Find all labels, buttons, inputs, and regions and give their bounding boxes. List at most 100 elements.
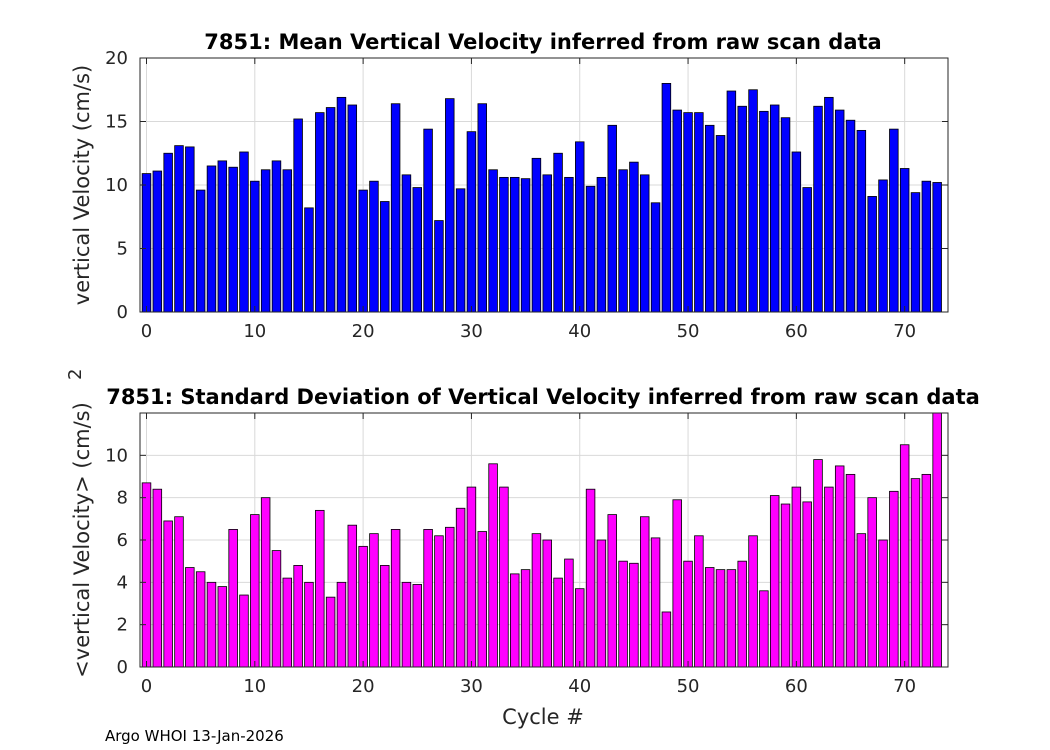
mean-bar-16 — [315, 112, 325, 313]
std-bar-52 — [704, 567, 715, 668]
mean-ytick-label-4: 20 — [105, 48, 128, 69]
mean-bar-63 — [824, 96, 834, 313]
mean-bar-12 — [271, 160, 282, 313]
mean-xtick-label-2: 20 — [352, 321, 375, 342]
mean-bar-45 — [629, 161, 639, 313]
std-bar-27 — [434, 535, 444, 668]
mean-bar-40 — [575, 141, 585, 313]
std-bar-63 — [824, 486, 834, 668]
std-bar-46 — [640, 516, 650, 668]
mean-chart-ylabel: vertical Velocity (cm/s) — [70, 65, 94, 305]
std-chart-ylabel-superscript: 2 — [65, 369, 86, 380]
mean-bar-32 — [488, 169, 498, 313]
std-bar-44 — [618, 560, 628, 668]
mean-bar-43 — [607, 124, 617, 313]
mean-bar-62 — [813, 105, 823, 313]
std-bar-10 — [250, 514, 260, 668]
std-bar-24 — [401, 581, 412, 668]
mean-bar-15 — [304, 207, 314, 313]
mean-bar-1 — [152, 170, 163, 313]
std-bar-32 — [488, 463, 498, 668]
std-bar-33 — [499, 486, 509, 668]
mean-bar-21 — [369, 180, 379, 313]
mean-bar-42 — [596, 176, 607, 313]
std-bar-5 — [195, 571, 206, 668]
mean-bar-8 — [228, 166, 238, 313]
std-ytick-label-0: 0 — [117, 657, 128, 678]
mean-xtick-label-5: 50 — [677, 321, 700, 342]
std-chart-xlabel: Cycle # — [502, 705, 584, 729]
std-bar-49 — [672, 499, 682, 668]
mean-bar-18 — [336, 96, 347, 313]
mean-bar-11 — [260, 169, 271, 313]
mean-chart-title: 7851: Mean Vertical Velocity inferred fr… — [204, 30, 881, 54]
std-bar-30 — [466, 486, 477, 668]
std-bar-1 — [152, 488, 163, 668]
mean-xtick-label-7: 70 — [893, 321, 916, 342]
footer-credit: Argo WHOI 13-Jan-2026 — [105, 727, 284, 745]
mean-ytick-label-2: 10 — [105, 175, 128, 196]
std-ytick-label-5: 10 — [105, 445, 128, 466]
mean-bar-20 — [358, 189, 368, 313]
std-bar-9 — [239, 594, 249, 668]
std-bar-3 — [174, 516, 184, 668]
mean-bar-22 — [380, 201, 390, 313]
mean-bar-69 — [889, 128, 899, 313]
mean-bar-68 — [878, 179, 888, 313]
std-velocity-chart: 7851: Standard Deviation of Vertical Vel… — [65, 369, 980, 729]
mean-bar-30 — [466, 131, 477, 313]
std-bar-59 — [780, 503, 791, 668]
std-bar-54 — [726, 569, 737, 668]
std-bar-15 — [304, 581, 314, 668]
mean-bar-35 — [520, 178, 531, 313]
std-bar-61 — [802, 501, 812, 668]
std-bar-34 — [510, 573, 520, 668]
std-chart-ylabel-group: <vertical Velocity> (cm/s) 2 — [65, 369, 94, 678]
mean-bar-2 — [163, 152, 173, 313]
std-bar-72 — [921, 473, 932, 668]
mean-bar-7 — [217, 160, 228, 313]
mean-xtick-label-4: 40 — [568, 321, 591, 342]
mean-bar-41 — [585, 185, 596, 313]
std-xtick-label-4: 40 — [568, 676, 591, 697]
std-bar-4 — [185, 567, 195, 668]
std-bar-65 — [845, 473, 856, 668]
mean-bar-73 — [932, 182, 942, 313]
mean-bar-0 — [141, 173, 152, 313]
std-bar-41 — [585, 488, 596, 668]
mean-bar-66 — [856, 129, 867, 313]
mean-bar-59 — [780, 117, 791, 313]
mean-bar-31 — [477, 103, 487, 313]
std-bar-53 — [715, 569, 726, 668]
std-bar-35 — [520, 569, 531, 668]
std-bar-69 — [889, 490, 899, 668]
std-bar-11 — [260, 497, 271, 668]
std-bar-56 — [748, 535, 758, 668]
std-bar-42 — [596, 539, 607, 668]
std-bar-62 — [813, 459, 823, 668]
mean-bar-50 — [683, 112, 693, 313]
std-bar-7 — [217, 586, 228, 668]
mean-xtick-label-1: 10 — [243, 321, 266, 342]
std-bar-25 — [412, 584, 423, 668]
std-bar-37 — [542, 539, 552, 668]
std-bar-0 — [141, 482, 152, 668]
std-bar-17 — [325, 596, 336, 668]
std-bar-60 — [791, 486, 802, 668]
std-bar-71 — [910, 478, 921, 668]
std-bar-57 — [759, 590, 769, 668]
mean-bar-33 — [499, 176, 509, 313]
mean-ytick-label-3: 15 — [105, 112, 128, 133]
mean-bar-4 — [185, 146, 195, 313]
mean-bar-24 — [401, 174, 412, 313]
std-bar-14 — [293, 565, 303, 668]
mean-bar-49 — [672, 109, 682, 313]
std-bar-73 — [932, 412, 942, 668]
std-bar-51 — [694, 535, 704, 668]
std-bar-38 — [553, 577, 563, 668]
std-bar-66 — [856, 533, 867, 668]
mean-ytick-label-0: 0 — [117, 302, 128, 323]
std-xtick-label-2: 20 — [352, 676, 375, 697]
std-bar-21 — [369, 533, 379, 668]
std-bar-8 — [228, 529, 238, 668]
